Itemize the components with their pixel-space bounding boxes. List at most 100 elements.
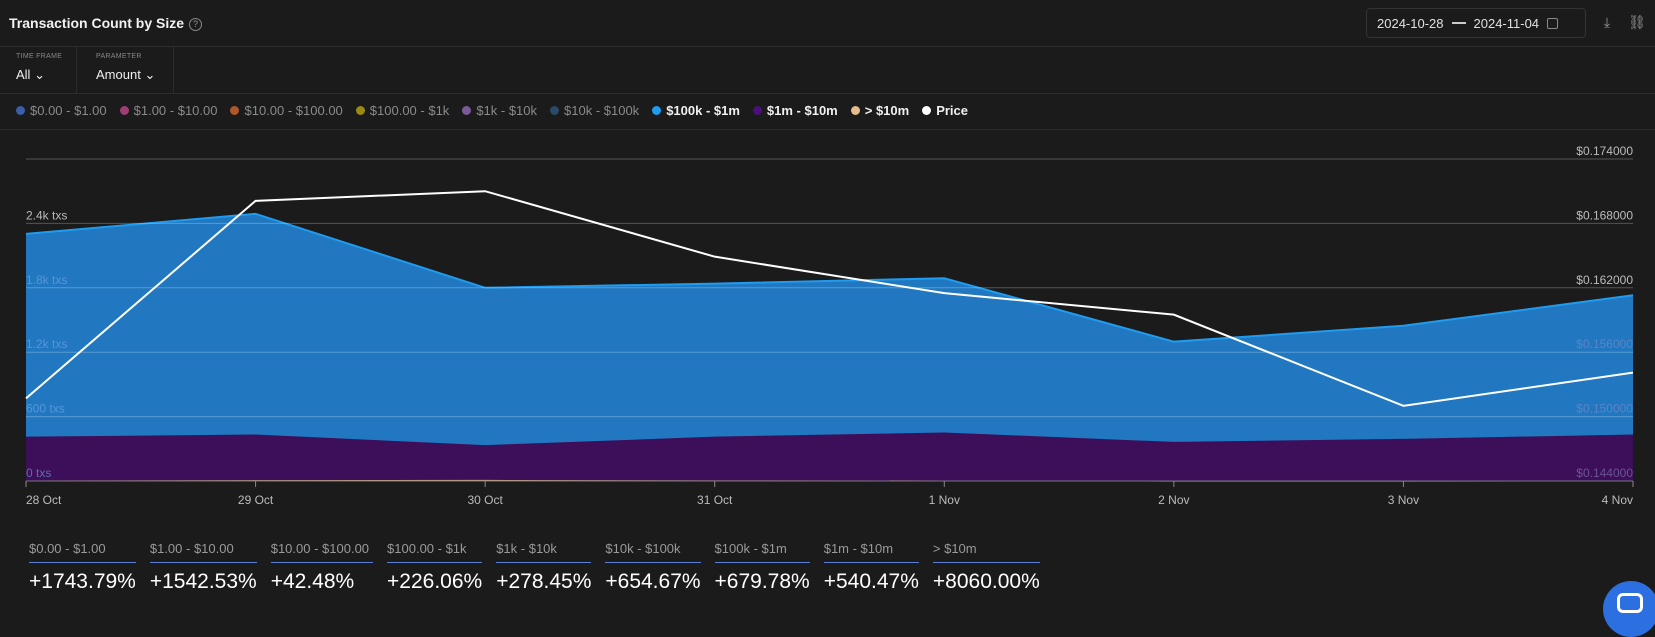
series-line-2 xyxy=(25,212,1634,343)
stat-value: +1743.79% xyxy=(29,570,136,593)
stat-item: $10.00 - $100.00 +42.48% xyxy=(270,541,374,594)
legend-item[interactable]: $10.00 - $100.00 xyxy=(230,103,343,118)
legend-item[interactable]: $1k - $10k xyxy=(462,103,537,118)
stat-label: $10.00 - $100.00 xyxy=(270,541,374,563)
stat-value: +1542.53% xyxy=(149,570,257,593)
filter-value: All xyxy=(16,67,31,82)
stat-label: $100k - $1m xyxy=(714,541,810,563)
legend-label: $0.00 - $1.00 xyxy=(30,103,107,118)
legend-item[interactable]: $1m - $10m xyxy=(752,103,838,118)
legend-dot-icon xyxy=(230,106,240,115)
stat-label: $1.00 - $10.00 xyxy=(149,541,257,563)
filters-bar: TIME FRAME All ⌄ PARAMETER Amount ⌄ xyxy=(0,47,1655,94)
range-dash xyxy=(1451,22,1466,24)
area-series-1 xyxy=(26,432,1633,481)
x-tick-label: 1 Nov xyxy=(929,493,960,507)
x-tick-label: 31 Oct xyxy=(697,493,733,507)
download-icon[interactable]: ⤓ xyxy=(1603,14,1611,30)
stat-item: $100.00 - $1k +226.06% xyxy=(387,541,483,594)
legend-item[interactable]: $10k - $100k xyxy=(550,103,639,118)
stat-label: $1k - $10k xyxy=(496,541,592,563)
filter-label: TIME FRAME xyxy=(16,53,63,60)
x-tick-label: 4 Nov xyxy=(1602,493,1633,507)
time-frame-dropdown[interactable]: TIME FRAME All ⌄ xyxy=(0,47,77,94)
legend-dot-icon xyxy=(355,106,365,115)
filter-label: PARAMETER xyxy=(96,53,142,60)
stat-label: > $10m xyxy=(932,541,1040,563)
y-left-tick: 0 txs xyxy=(26,466,51,480)
title-text: Transaction Count by Size xyxy=(9,15,185,31)
stat-label: $1m - $10m xyxy=(823,541,919,563)
chevron-down-icon: ⌄ xyxy=(34,67,45,82)
stats-row: $0.00 - $1.00 +1743.79% $1.00 - $10.00 +154… xyxy=(29,541,1040,594)
y-right-tick: $0.156000 xyxy=(1576,337,1633,351)
stat-item: $0.00 - $1.00 +1743.79% xyxy=(29,541,136,594)
y-left-tick: 1.2k txs xyxy=(26,337,67,351)
y-right-tick: $0.150000 xyxy=(1576,402,1633,416)
link-icon[interactable]: ⛓ xyxy=(1628,14,1646,30)
date-range-picker[interactable]: 2024-10-28 2024-11-04 xyxy=(1366,8,1586,38)
stat-item: $100k - $1m +679.78% xyxy=(714,541,810,594)
x-tick-label: 29 Oct xyxy=(238,493,274,507)
x-tick-label: 3 Nov xyxy=(1388,493,1419,507)
legend-item[interactable]: $0.00 - $1.00 xyxy=(16,103,107,118)
chart-legend: $0.00 - $1.00 $1.00 - $10.00 $10.00 - $100… xyxy=(16,103,968,118)
area-series-2 xyxy=(26,213,1633,446)
legend-label: $10.00 - $100.00 xyxy=(244,103,343,118)
legend-dot-icon xyxy=(462,106,472,115)
stat-label: $100.00 - $1k xyxy=(387,541,483,563)
stat-value: +278.45% xyxy=(496,570,592,593)
stat-item: $1m - $10m +540.47% xyxy=(823,541,919,594)
y-right-tick: $0.174000 xyxy=(1576,144,1633,158)
y-left-tick: 2.4k txs xyxy=(26,208,67,222)
chat-button[interactable] xyxy=(1603,581,1655,637)
legend-label: $1k - $10k xyxy=(476,103,538,118)
stat-value: +8060.00% xyxy=(932,570,1040,593)
parameter-dropdown[interactable]: PARAMETER Amount ⌄ xyxy=(77,47,174,94)
legend-label: $1m - $10m xyxy=(766,103,838,118)
legend-label: Price xyxy=(936,103,969,118)
price-line xyxy=(25,190,1634,407)
help-icon[interactable]: ? xyxy=(189,18,203,31)
legend-item[interactable]: $1.00 - $10.00 xyxy=(119,103,218,118)
legend-dot-icon xyxy=(652,106,662,115)
chat-icon xyxy=(1617,593,1643,613)
divider xyxy=(0,129,1655,130)
stat-label: $10k - $100k xyxy=(605,541,701,563)
legend-item[interactable]: $100.00 - $1k xyxy=(355,103,450,118)
legend-dot-icon xyxy=(752,106,762,115)
stat-value: +679.78% xyxy=(714,570,810,593)
legend-label: $1.00 - $10.00 xyxy=(133,103,218,118)
calendar-icon[interactable] xyxy=(1547,18,1559,29)
stat-value: +654.67% xyxy=(605,570,701,593)
x-tick-label: 30 Oct xyxy=(467,493,503,507)
legend-label: $100k - $1m xyxy=(666,103,740,118)
stat-value: +540.47% xyxy=(823,570,919,593)
legend-dot-icon xyxy=(922,106,932,115)
y-right-tick: $0.162000 xyxy=(1576,273,1633,287)
legend-dot-icon xyxy=(850,106,860,115)
x-tick-label: 28 Oct xyxy=(26,493,62,507)
date-to: 2024-11-04 xyxy=(1473,16,1540,31)
y-right-tick: $0.144000 xyxy=(1576,466,1633,480)
chevron-down-icon: ⌄ xyxy=(144,67,156,82)
stat-value: +42.48% xyxy=(270,570,355,593)
filter-value: Amount xyxy=(96,67,141,82)
page-title: Transaction Count by Size? xyxy=(9,15,203,31)
stat-item: $1.00 - $10.00 +1542.53% xyxy=(149,541,257,594)
legend-item[interactable]: $100k - $1m xyxy=(652,103,740,118)
legend-item[interactable]: Price xyxy=(922,103,968,118)
y-left-tick: 1.8k txs xyxy=(26,273,67,287)
legend-item[interactable]: > $10m xyxy=(850,103,909,118)
header: Transaction Count by Size? 2024-10-28 202… xyxy=(0,0,1655,47)
date-from: 2024-10-28 xyxy=(1377,16,1444,31)
y-left-tick: 600 txs xyxy=(26,402,65,416)
legend-dot-icon xyxy=(550,106,560,115)
stat-item: > $10m +8060.00% xyxy=(932,541,1040,594)
stat-item: $1k - $10k +278.45% xyxy=(496,541,592,594)
legend-label: $100.00 - $1k xyxy=(369,103,450,118)
legend-dot-icon xyxy=(119,106,129,115)
y-right-tick: $0.168000 xyxy=(1576,208,1633,222)
stat-value: +226.06% xyxy=(387,570,483,593)
